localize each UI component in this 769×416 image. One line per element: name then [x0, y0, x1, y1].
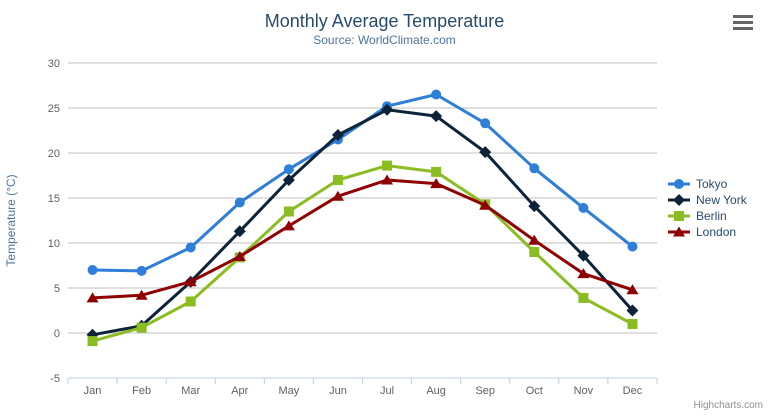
x-axis-label: Aug	[426, 385, 446, 397]
legend-marker-triangle-icon	[668, 226, 690, 237]
y-axis-label: 5	[54, 283, 60, 295]
series-line-new-york[interactable]	[91, 108, 634, 337]
data-point-new-york[interactable]	[528, 200, 541, 213]
data-point-london[interactable]	[135, 289, 148, 300]
series-new-york	[86, 103, 639, 341]
credits-link[interactable]: Highcharts.com	[693, 400, 763, 411]
y-axis-label: 30	[48, 58, 60, 70]
legend-item-new-york[interactable]: New York	[667, 192, 747, 208]
data-point-berlin[interactable]	[185, 296, 196, 307]
data-point-new-york[interactable]	[331, 129, 344, 141]
series-london	[86, 174, 639, 303]
data-point-new-york[interactable]	[430, 110, 443, 123]
data-point-tokyo[interactable]	[480, 118, 491, 129]
series-line-london[interactable]	[91, 178, 634, 300]
data-point-tokyo[interactable]	[431, 89, 442, 100]
data-point-berlin[interactable]	[578, 292, 589, 303]
data-point-tokyo[interactable]	[234, 197, 245, 208]
data-point-london[interactable]	[528, 234, 541, 245]
x-axis-label: Mar	[181, 385, 200, 397]
data-point-tokyo[interactable]	[529, 163, 540, 174]
hamburger-icon	[733, 15, 755, 30]
data-point-berlin[interactable]	[283, 206, 294, 217]
data-point-new-york[interactable]	[577, 249, 590, 262]
data-point-tokyo[interactable]	[578, 202, 589, 213]
x-axis-label: Apr	[231, 385, 248, 397]
data-point-berlin[interactable]	[87, 336, 98, 347]
data-point-london[interactable]	[331, 190, 344, 201]
y-axis-label: 0	[54, 328, 60, 340]
data-point-london[interactable]	[479, 199, 492, 210]
data-point-berlin[interactable]	[431, 166, 442, 177]
x-axis-label: Nov	[574, 385, 594, 397]
legend-marker-shape[interactable]	[673, 226, 685, 237]
x-axis-label: Oct	[526, 385, 543, 397]
data-point-tokyo[interactable]	[283, 164, 294, 175]
data-point-new-york[interactable]	[233, 225, 246, 238]
data-point-new-york[interactable]	[381, 103, 394, 116]
data-point-new-york[interactable]	[479, 146, 492, 159]
legend-marker-shape[interactable]	[674, 211, 684, 221]
data-point-berlin[interactable]	[332, 175, 343, 185]
legend-item-london[interactable]: London	[667, 224, 747, 240]
x-axis-label: Sep	[475, 385, 495, 397]
data-point-berlin[interactable]	[382, 160, 393, 171]
legend-item-berlin[interactable]: Berlin	[667, 208, 747, 224]
data-point-london[interactable]	[577, 268, 590, 279]
data-point-london[interactable]	[626, 284, 639, 295]
y-axis-title: Temperature (°C)	[4, 174, 18, 266]
legend-marker-diamond-icon	[668, 194, 690, 206]
series-tokyo	[87, 89, 638, 276]
legend-marker-square-icon	[668, 211, 690, 221]
data-point-london[interactable]	[86, 292, 99, 303]
data-point-london[interactable]	[282, 220, 295, 231]
y-axis-label: 10	[48, 238, 60, 250]
legend-label: Berlin	[696, 209, 727, 223]
legend-label: New York	[696, 193, 747, 207]
x-axis-label: Feb	[132, 385, 151, 397]
data-point-london[interactable]	[184, 276, 197, 287]
y-axis-label: -5	[50, 373, 60, 385]
data-point-tokyo[interactable]	[185, 242, 196, 253]
export-menu-button[interactable]	[733, 14, 755, 32]
data-point-berlin[interactable]	[627, 319, 638, 329]
data-point-london[interactable]	[233, 251, 246, 261]
legend-marker-circle-icon	[668, 179, 690, 189]
data-point-berlin[interactable]	[136, 322, 147, 333]
y-axis-label: 25	[48, 103, 60, 115]
data-point-london[interactable]	[381, 174, 394, 185]
data-point-london[interactable]	[430, 178, 443, 189]
data-point-new-york[interactable]	[626, 304, 639, 317]
legend: Tokyo New York Berlin London	[667, 176, 747, 240]
data-point-tokyo[interactable]	[136, 265, 147, 276]
y-axis-label: 20	[48, 148, 60, 160]
data-point-new-york[interactable]	[282, 174, 295, 186]
x-axis-label: Jan	[84, 385, 102, 397]
data-point-berlin[interactable]	[529, 247, 540, 257]
legend-label: Tokyo	[696, 177, 728, 191]
x-axis-label: Jun	[329, 385, 347, 397]
data-point-tokyo[interactable]	[627, 241, 638, 252]
x-axis-label: Jul	[380, 385, 394, 397]
series-line-berlin[interactable]	[91, 164, 634, 343]
legend-marker-shape[interactable]	[673, 194, 685, 206]
legend-marker-shape[interactable]	[674, 179, 684, 189]
legend-item-tokyo[interactable]: Tokyo	[667, 176, 747, 192]
y-axis-label: 15	[48, 193, 60, 205]
data-point-tokyo[interactable]	[87, 265, 98, 275]
legend-label: London	[696, 225, 737, 239]
x-axis-label: May	[278, 385, 299, 397]
x-axis-label: Dec	[623, 385, 643, 397]
